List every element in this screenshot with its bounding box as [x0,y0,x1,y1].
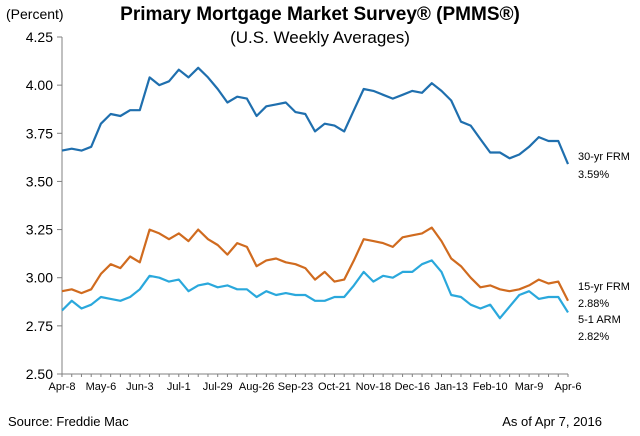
chart-axes [57,36,569,377]
x-tick-label: Apr-6 [555,381,582,393]
y-tick-label: 2.75 [26,318,53,334]
as-of-date: As of Apr 7, 2016 [502,414,602,429]
y-tick-label: 3.50 [26,173,53,189]
series-line-0 [61,66,570,165]
chart-subtitle: (U.S. Weekly Averages) [230,28,410,47]
series-end-value: 2.88% [578,298,609,310]
chart-title: Primary Mortgage Market Survey® (PMMS®) [120,4,520,25]
y-tick-label: 3.75 [26,125,53,141]
series-name-label: 30-yr FRM [578,151,630,163]
x-tick-label: Jan-13 [434,381,468,393]
x-tick-label: Feb-10 [473,381,508,393]
x-tick-label: Mar-9 [515,381,544,393]
x-tick-label: Jun-3 [126,381,154,393]
series-line-2 [61,259,569,320]
x-tick-label: Jul-29 [203,381,233,393]
series-end-value: 2.82% [578,331,609,343]
x-tick-label: Jul-1 [167,381,191,393]
series-name-label: 15-yr FRM [578,281,630,293]
x-tick-label: Dec-16 [395,381,430,393]
x-tick-label: Oct-21 [318,381,351,393]
y-tick-label: 4.25 [26,29,53,45]
series-name-label: 5-1 ARM [578,314,621,326]
series-lines [61,66,570,320]
y-tick-labels: 4.25 4.00 3.75 3.50 3.25 3.00 2.75 2.50 [26,29,53,382]
series-end-value: 3.59% [578,169,609,181]
y-tick-label: 3.00 [26,270,53,286]
series-labels: 30-yr FRM 3.59% 15-yr FRM 2.88% 5-1 ARM 2.82% [578,151,630,343]
series-line-1 [61,226,569,302]
source-note: Source: Freddie Mac [8,414,129,429]
y-axis-unit-label: (Percent) [6,6,64,22]
x-tick-label: Aug-26 [239,381,274,393]
x-tick-label: Nov-18 [356,381,391,393]
y-tick-label: 3.25 [26,222,53,238]
x-tick-label: Apr-8 [49,381,76,393]
x-tick-labels: Apr-8 May-6 Jun-3 Jul-1 Jul-29 Aug-26 Sep-23 Oc… [49,381,582,393]
x-tick-label: Sep-23 [278,381,313,393]
y-tick-label: 2.50 [26,366,53,382]
y-tick-label: 4.00 [26,77,53,93]
x-tick-label: May-6 [86,381,117,393]
